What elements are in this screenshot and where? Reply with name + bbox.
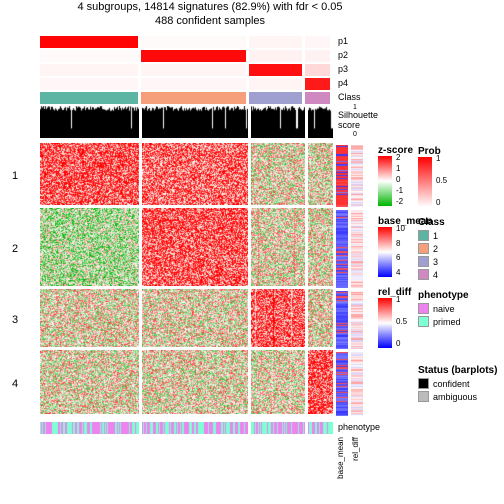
swatch-icon (418, 243, 429, 254)
anno-label-p4: p4 (338, 78, 348, 88)
heatmap-row-3 (40, 289, 330, 347)
swatch-icon (418, 256, 429, 267)
swatch-icon (418, 391, 429, 402)
heatmap-main: p1 p2 p3 p4 Class Silhouette score10 (40, 36, 330, 417)
anno-Class: Class (40, 92, 330, 104)
swatch-icon (418, 230, 429, 241)
mid-legend-grad-z-score: 210-1-2 (378, 156, 392, 206)
swatch-icon (418, 316, 429, 327)
title-line-1: 4 subgroups, 14814 signatures (82.9%) wi… (40, 0, 380, 14)
side-anno-label-rel_diff: rel_diff (351, 437, 360, 461)
swatch-icon (418, 303, 429, 314)
anno-p3: p3 (40, 64, 330, 76)
side-anno-rel_diff (351, 145, 363, 416)
legend-phenotype: phenotypenaiveprimed (418, 290, 502, 327)
anno-label-Silhouette: Silhouette score (338, 110, 378, 130)
legend-Status-(barplots): Status (barplots)confidentambiguous (418, 365, 502, 402)
heatmap-row-1 (40, 143, 330, 205)
legend-Class: Class1234 (418, 217, 502, 280)
bottom-anno-phenotype: phenotype (40, 422, 330, 434)
bottom-anno-label: phenotype (338, 422, 380, 432)
title-line-2: 488 confident samples (40, 14, 380, 28)
anno-p2: p2 (40, 50, 330, 62)
side-annotation-columns (336, 145, 366, 416)
side-colorbar-legends: z-score210-1-2base_mean10864rel_diff10.5… (378, 145, 416, 358)
legend-Prob: Prob10.50 (418, 146, 502, 207)
anno-p1: p1 (40, 36, 330, 48)
swatch-icon (418, 378, 429, 389)
anno-label-p3: p3 (338, 64, 348, 74)
anno-p4: p4 (40, 78, 330, 90)
anno-Silhouette: Silhouette score10 (40, 106, 330, 138)
legend-area: Prob10.50 Class1234 phenotypenaiveprimed St… (418, 146, 502, 412)
anno-label-Class: Class (338, 92, 361, 102)
side-anno-label-base_mean: base_mean (336, 437, 345, 479)
side-anno-base_mean (336, 145, 348, 416)
heatmap-row-2 (40, 208, 330, 286)
heatmap-row-4 (40, 350, 330, 414)
mid-legend-grad-base_mean: 10864 (378, 227, 392, 277)
swatch-icon (418, 269, 429, 280)
mid-legend-grad-rel_diff: 10.50 (378, 298, 392, 348)
anno-label-p2: p2 (338, 50, 348, 60)
anno-label-p1: p1 (338, 36, 348, 46)
figure-title: 4 subgroups, 14814 signatures (82.9%) wi… (40, 0, 380, 29)
